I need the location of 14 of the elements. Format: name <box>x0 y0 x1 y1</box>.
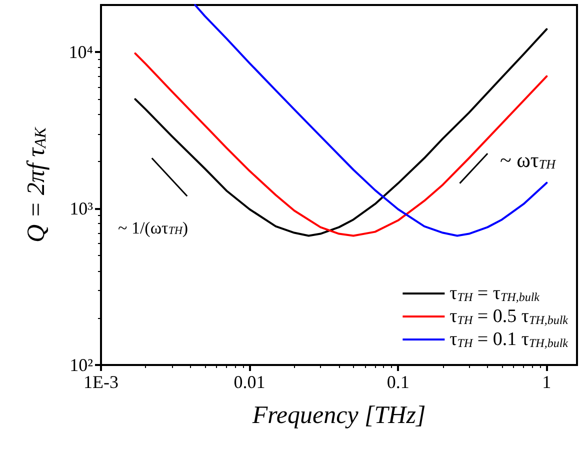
x-axis-title: Frequency [THz] <box>251 402 426 429</box>
x-tick-label: 1E-3 <box>84 372 118 392</box>
x-tick-label: 0.01 <box>234 372 266 392</box>
legend-label: τTH = 0.5 τTH,bulk <box>450 306 569 327</box>
y-axis-title: Q = 2πf τAK <box>23 126 50 243</box>
x-tick-label: 1 <box>542 372 552 392</box>
y-tick-label: 10³ <box>70 198 94 219</box>
legend-label: τTH = τTH,bulk <box>450 283 540 304</box>
y-tick-label: 10² <box>70 355 93 375</box>
y-tick-label: 10⁴ <box>68 42 93 62</box>
annotation: ~ ωτTH <box>500 148 556 172</box>
legend-label: τTH = 0.1 τTH,bulk <box>450 329 569 350</box>
x-tick-label: 0.1 <box>386 372 410 392</box>
annotation: ~ 1/(ωτTH) <box>118 218 188 238</box>
